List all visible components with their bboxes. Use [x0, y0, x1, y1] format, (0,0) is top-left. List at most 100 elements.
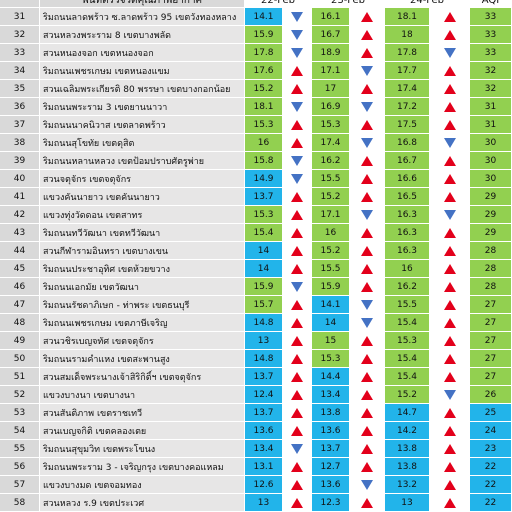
- station-name: แขวงคันนายาว เขตคันนายาว: [40, 188, 245, 206]
- row-number: 54: [0, 422, 40, 440]
- pm-value: 15.9: [245, 26, 283, 44]
- trend-arrow: [361, 425, 373, 436]
- row-number: 31: [0, 8, 40, 26]
- trend-arrow: [443, 155, 456, 166]
- trend-cell: [350, 116, 385, 134]
- trend-arrow: [361, 119, 373, 130]
- pm-value: 15.3: [245, 116, 283, 134]
- pm-value: 12.4: [245, 386, 283, 404]
- trend-arrow: [291, 83, 303, 94]
- trend-arrow: [291, 155, 303, 166]
- trend-arrow: [443, 389, 456, 400]
- arrow-shape: [291, 47, 303, 58]
- aqi-value: 33: [470, 8, 512, 26]
- trend-cell: [430, 26, 470, 44]
- trend-cell: [430, 332, 470, 350]
- row-number: 45: [0, 260, 40, 278]
- aqi-value: 27: [470, 314, 512, 332]
- trend-arrow: [443, 299, 456, 310]
- pm-value: 15.2: [245, 80, 283, 98]
- arrow-shape: [443, 389, 456, 400]
- pm-value: 13: [245, 332, 283, 350]
- pm-value: 13.1: [245, 458, 283, 476]
- row-number: 39: [0, 152, 40, 170]
- row-number: 35: [0, 80, 40, 98]
- arrow-shape: [361, 173, 373, 184]
- trend-arrow: [443, 65, 456, 76]
- station-name: ริมถนนหลานหลวง เขตป้อมปราบศัตรูพ่าย: [40, 152, 245, 170]
- aqi-value: 28: [470, 260, 512, 278]
- trend-cell: [430, 62, 470, 80]
- arrow-shape: [361, 29, 373, 40]
- trend-arrow: [291, 497, 303, 508]
- station-name: ริมถนนเพชรเกษม เขตภาษีเจริญ: [40, 314, 245, 332]
- trend-arrow: [443, 335, 456, 346]
- arrow-shape: [361, 101, 373, 112]
- trend-arrow: [443, 101, 456, 112]
- aqi-value: 27: [470, 296, 512, 314]
- trend-arrow: [291, 335, 303, 346]
- trend-arrow: [291, 407, 303, 418]
- trend-cell: [430, 386, 470, 404]
- pm-value: 17.6: [245, 62, 283, 80]
- station-name: แขวงทุ่งวัดดอน เขตสาทร: [40, 206, 245, 224]
- station-name: สวนเบญจกิติ เขตคลองเตย: [40, 422, 245, 440]
- pm-value: 15.2: [385, 386, 430, 404]
- trend-arrow: [443, 497, 456, 508]
- trend-cell: [283, 422, 312, 440]
- trend-arrow: [443, 119, 456, 130]
- trend-arrow: [443, 227, 456, 238]
- trend-cell: [430, 116, 470, 134]
- trend-cell: [283, 314, 312, 332]
- trend-arrow: [361, 497, 373, 508]
- trend-cell: [350, 80, 385, 98]
- pm-value: 16.7: [385, 152, 430, 170]
- aqi-value: 31: [470, 98, 512, 116]
- station-name: สวนสมเด็จพระนางเจ้าสิริกิติ์ฯ เขตจตุจักร: [40, 368, 245, 386]
- arrow-shape: [291, 263, 303, 274]
- trend-cell: [350, 188, 385, 206]
- trend-arrow: [291, 461, 303, 472]
- pm-value: 18.9: [312, 44, 350, 62]
- pm-value: 15.3: [312, 350, 350, 368]
- trend-arrow: [361, 65, 373, 76]
- header-aqi: AQI: [470, 0, 512, 8]
- arrow-shape: [361, 155, 373, 166]
- row-number: 56: [0, 458, 40, 476]
- trend-arrow: [443, 11, 456, 22]
- pm-value: 14.7: [385, 404, 430, 422]
- trend-cell: [350, 62, 385, 80]
- trend-cell: [350, 8, 385, 26]
- arrow-shape: [291, 65, 303, 76]
- trend-cell: [430, 494, 470, 512]
- arrow-shape: [443, 443, 456, 454]
- row-number: 58: [0, 494, 40, 512]
- arrow-shape: [291, 371, 303, 382]
- trend-cell: [350, 260, 385, 278]
- aqi-value: 30: [470, 152, 512, 170]
- arrow-shape: [291, 155, 303, 166]
- trend-cell: [350, 314, 385, 332]
- trend-cell: [283, 170, 312, 188]
- trend-cell: [430, 422, 470, 440]
- aqi-value: 32: [470, 62, 512, 80]
- pm-value: 13.7: [245, 368, 283, 386]
- arrow-shape: [291, 191, 303, 202]
- arrow-shape: [443, 191, 456, 202]
- trend-cell: [350, 422, 385, 440]
- arrow-shape: [291, 299, 303, 310]
- pm-value: 13.6: [312, 476, 350, 494]
- arrow-shape: [361, 389, 373, 400]
- arrow-shape: [443, 479, 456, 490]
- pm-value: 18.1: [385, 8, 430, 26]
- trend-arrow: [361, 353, 373, 364]
- trend-arrow: [361, 101, 373, 112]
- pm-value: 16.5: [385, 188, 430, 206]
- row-number: 34: [0, 62, 40, 80]
- trend-arrow: [361, 371, 373, 382]
- arrow-shape: [291, 137, 303, 148]
- trend-arrow: [361, 263, 373, 274]
- arrow-shape: [361, 497, 373, 508]
- pm-value: 16.8: [385, 134, 430, 152]
- trend-cell: [430, 278, 470, 296]
